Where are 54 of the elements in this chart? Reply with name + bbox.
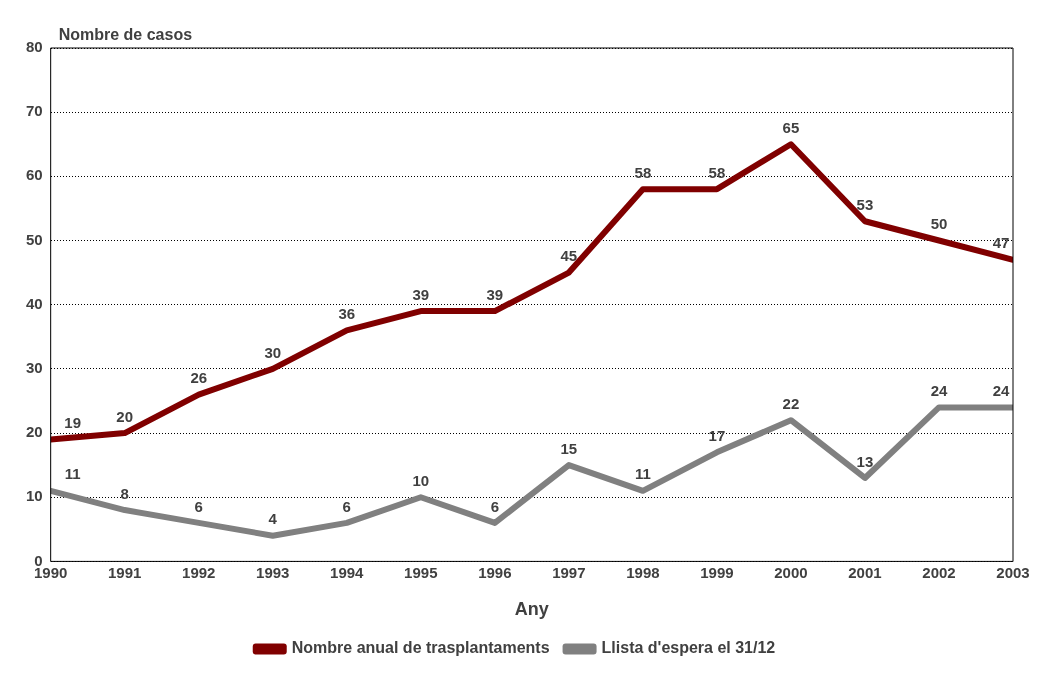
- x-tick-label: 1996: [478, 563, 512, 581]
- data-label: 45: [560, 247, 578, 265]
- x-axis-title: Any: [514, 599, 549, 620]
- y-tick-label: 30: [26, 359, 43, 377]
- x-tick-label: 1994: [330, 563, 365, 581]
- data-label: 58: [708, 163, 726, 181]
- data-label: 65: [782, 118, 800, 136]
- data-label: 6: [490, 497, 499, 515]
- y-tick-label: 60: [26, 166, 43, 184]
- y-tick-label: 50: [26, 230, 43, 248]
- data-label: 11: [64, 465, 81, 483]
- data-label: 24: [992, 382, 1010, 400]
- data-label: 53: [856, 195, 874, 213]
- data-label: 6: [342, 497, 351, 515]
- data-label: 10: [412, 471, 430, 489]
- data-label: 39: [486, 285, 504, 303]
- x-tick-label: 2000: [774, 563, 808, 581]
- y-tick-label: 80: [26, 38, 43, 56]
- data-label: 36: [338, 305, 356, 323]
- x-tick-label: 2001: [848, 563, 882, 581]
- x-tick-label: 1998: [626, 563, 660, 581]
- y-tick-label: 0: [34, 551, 43, 569]
- x-tick-label: 2002: [922, 563, 956, 581]
- data-label: 15: [560, 439, 578, 457]
- legend-label: Nombre anual de trasplantaments: [291, 639, 550, 657]
- data-label: 6: [194, 497, 203, 515]
- y-tick-label: 40: [26, 294, 43, 312]
- data-label: 22: [782, 394, 800, 412]
- data-label: 4: [268, 510, 278, 528]
- data-label: 58: [634, 163, 652, 181]
- data-label: 50: [930, 215, 948, 233]
- data-label: 47: [992, 234, 1010, 252]
- x-tick-label: 1999: [700, 563, 734, 581]
- y-tick-label: 10: [26, 487, 43, 505]
- data-label: 39: [412, 285, 430, 303]
- x-tick-label: 1993: [256, 563, 290, 581]
- x-tick-label: 1997: [552, 563, 586, 581]
- x-tick-label: 1991: [108, 563, 142, 581]
- x-tick-label: 1995: [404, 563, 438, 581]
- data-label: 17: [708, 426, 726, 444]
- x-tick-label: 1992: [182, 563, 216, 581]
- data-label: 30: [264, 343, 282, 361]
- data-label: 19: [64, 414, 82, 432]
- data-label: 13: [856, 452, 874, 470]
- x-tick-label: 2003: [996, 563, 1030, 581]
- y-tick-label: 70: [26, 102, 43, 120]
- data-label: 24: [930, 382, 948, 400]
- data-label: 8: [120, 484, 129, 502]
- data-label: 26: [190, 369, 208, 387]
- legend-label: Llista d'espera el 31/12: [601, 639, 776, 657]
- y-tick-label: 20: [26, 423, 43, 441]
- data-label: 11: [634, 465, 651, 483]
- data-label: 20: [116, 407, 134, 425]
- y-axis-title: Nombre de casos: [58, 26, 193, 44]
